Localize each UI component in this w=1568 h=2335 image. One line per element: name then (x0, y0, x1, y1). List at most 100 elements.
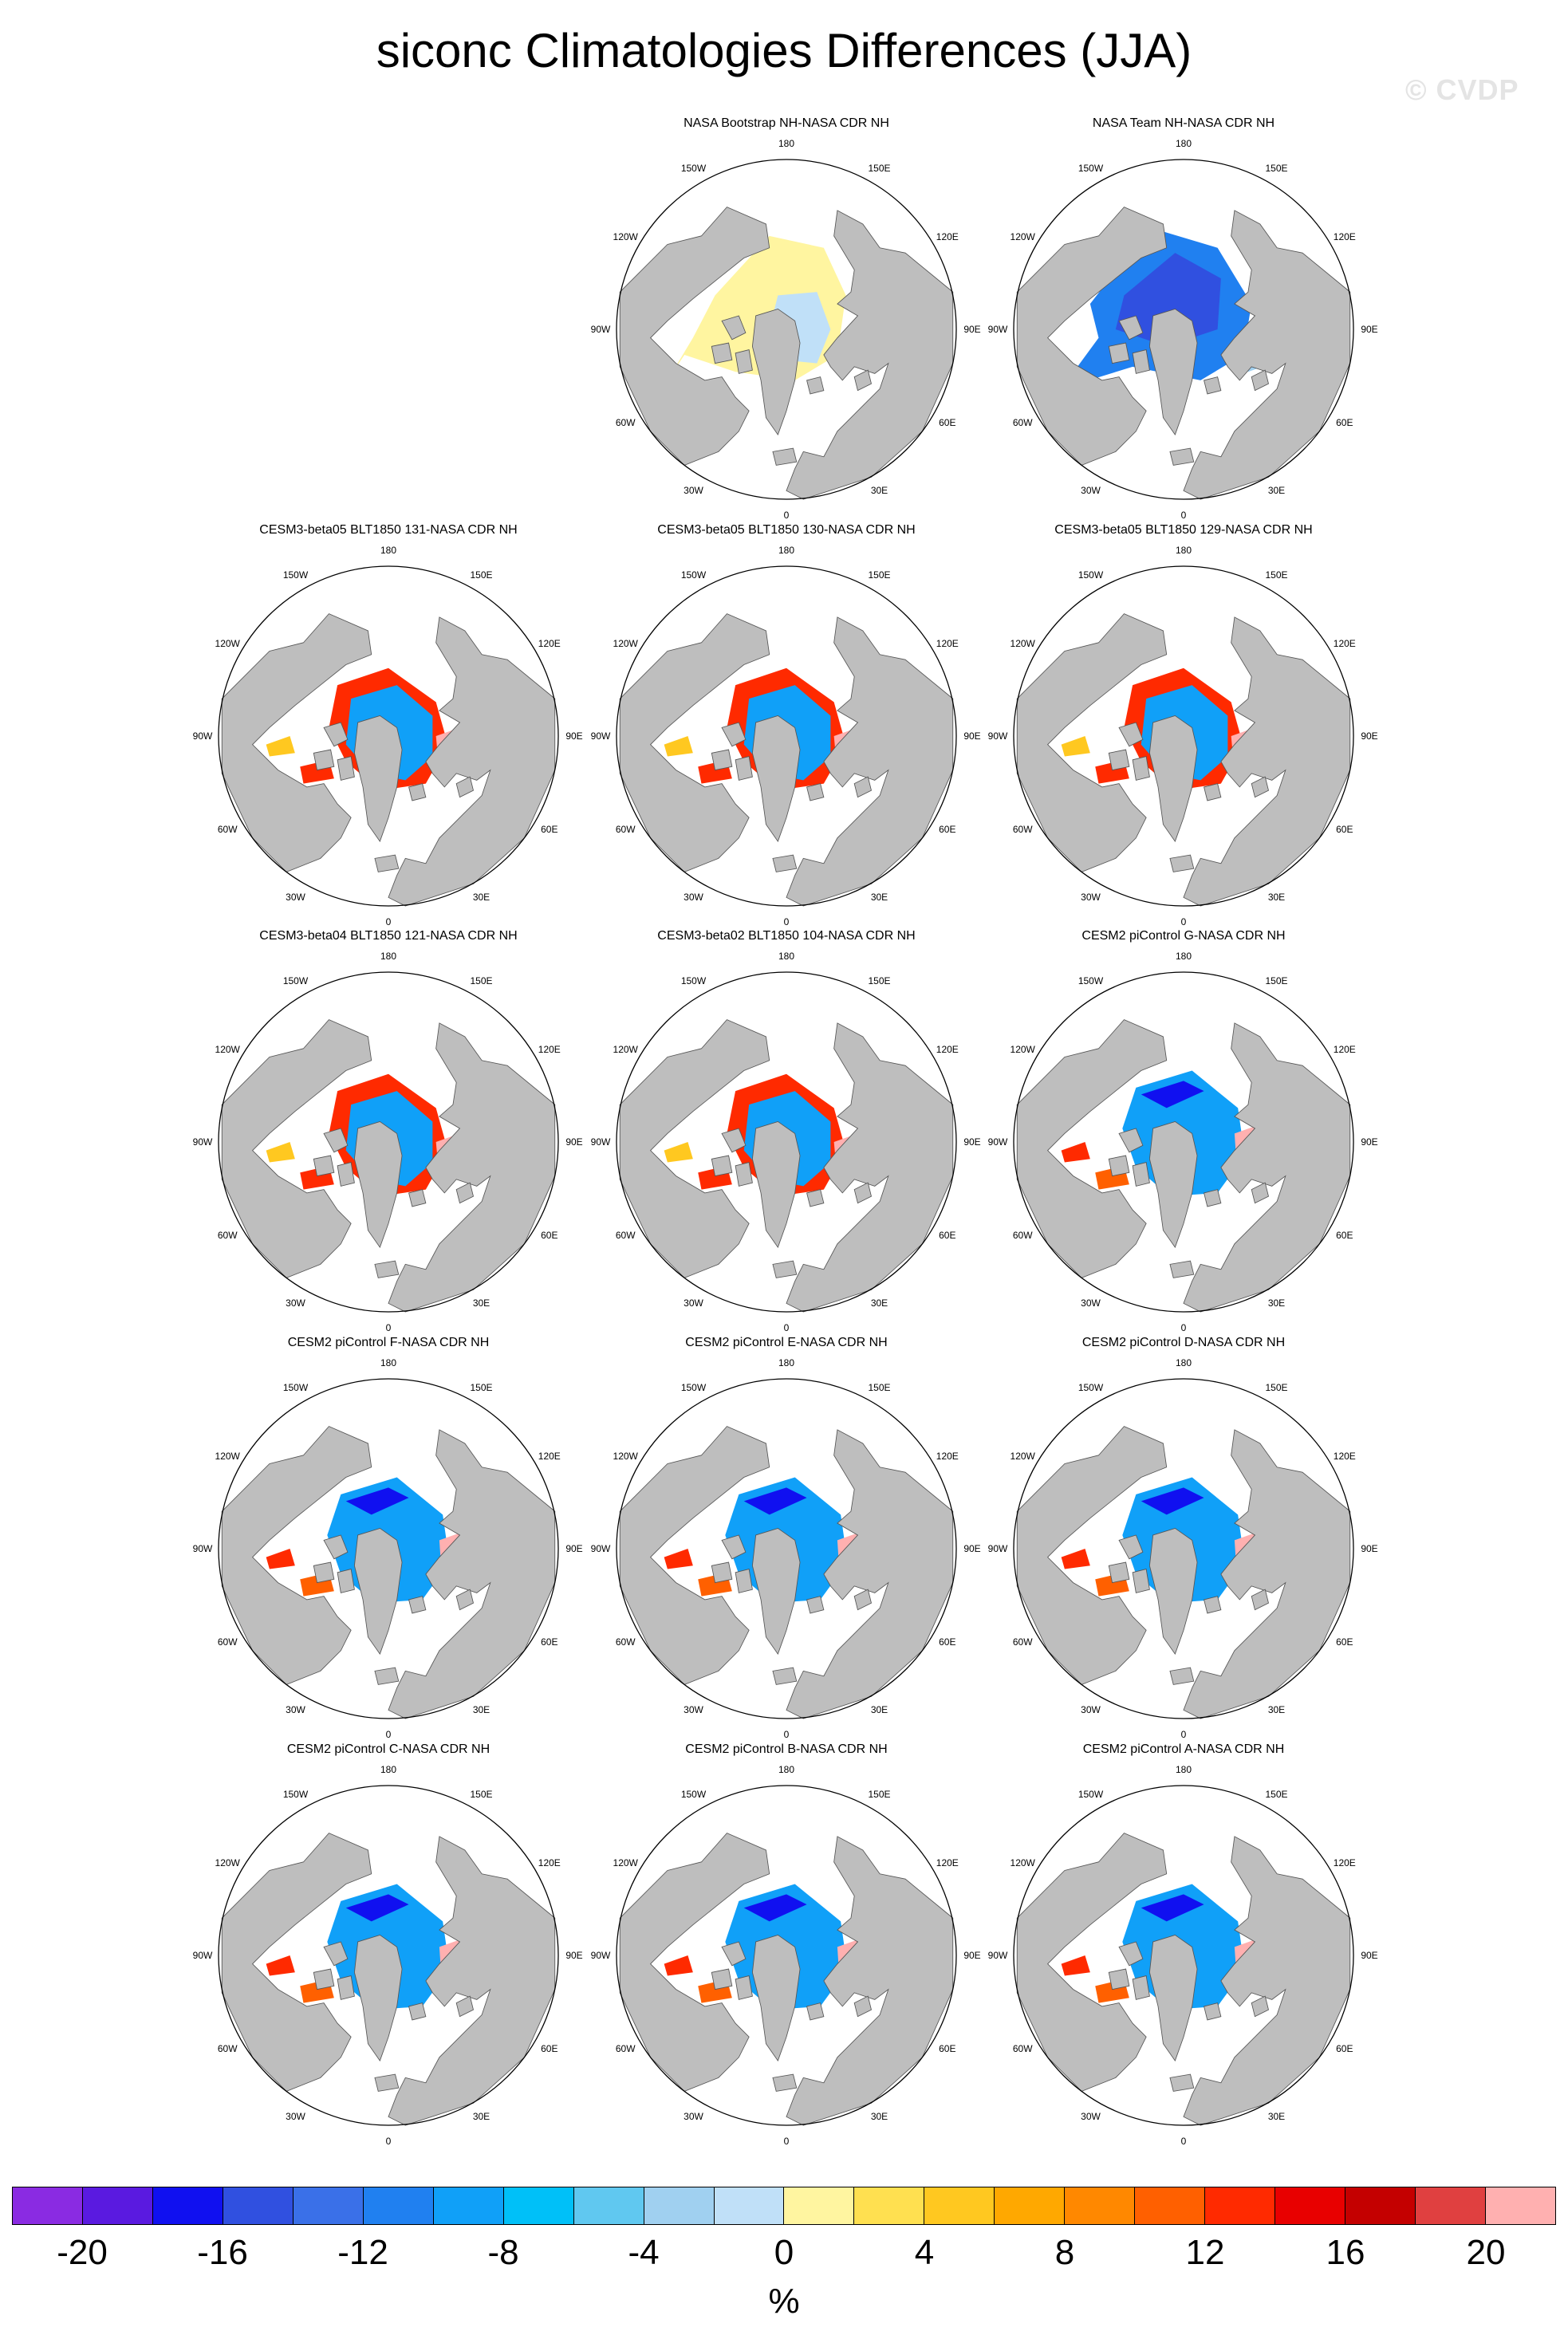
panel-title: NASA Team NH-NASA CDR NH (1092, 116, 1275, 130)
land-mass (853, 369, 872, 392)
land-mass (711, 1155, 733, 1177)
land-mass (1118, 315, 1144, 341)
longitude-label: 30W (684, 2110, 703, 2122)
land-mass (1251, 369, 1269, 392)
longitude-label: 60E (939, 1229, 956, 1241)
longitude-label: 0 (783, 1322, 790, 1333)
map-panel (218, 1378, 559, 1719)
land-mass (786, 210, 954, 500)
land-mass (1183, 616, 1351, 907)
longitude-label: 90W (192, 1136, 213, 1148)
longitude-label: 180 (380, 1357, 397, 1368)
colorbar-units: % (768, 2282, 800, 2321)
longitude-label: 30W (286, 1297, 305, 1309)
map-border (218, 1378, 559, 1719)
longitude-label: 180 (1175, 1764, 1192, 1775)
land-mass (323, 1534, 349, 1560)
longitude-label: 150W (1078, 163, 1104, 175)
map-panel (1013, 1785, 1354, 2126)
longitude-label: 120E (936, 1043, 959, 1055)
page-title: siconc Climatologies Differences (JJA) (376, 24, 1192, 77)
longitude-label: 120W (613, 230, 638, 242)
colorbar-swatch (1345, 2187, 1416, 2224)
longitude-label: 90W (590, 1136, 611, 1148)
land-mass (1016, 1426, 1168, 1685)
land-mass (853, 1182, 872, 1204)
sea-ice-difference-field (664, 1549, 693, 1569)
longitude-label: 90E (963, 730, 981, 742)
map-panel (218, 1785, 559, 2126)
map-border (1013, 971, 1354, 1313)
land-mass (1183, 1429, 1351, 1719)
longitude-label: 150W (282, 1789, 309, 1801)
land-mass (1183, 1836, 1351, 2126)
sea-ice-difference-field (1141, 1894, 1204, 1922)
longitude-label: 150W (680, 1382, 707, 1394)
longitude-label: 60W (615, 823, 636, 835)
land-mass (735, 349, 753, 374)
longitude-label: 90E (565, 1950, 583, 1961)
land-mass (313, 749, 335, 771)
land-mass (721, 722, 747, 747)
longitude-label: 30E (1267, 2110, 1286, 2122)
longitude-label: 30E (870, 891, 888, 903)
land-mass (619, 207, 770, 466)
longitude-label: 60W (615, 2042, 636, 2054)
longitude-label: 60E (1336, 2042, 1353, 2054)
longitude-label: 90W (987, 1136, 1008, 1148)
land-mass (1251, 1182, 1269, 1204)
longitude-label: 120E (1333, 1043, 1356, 1055)
panel-title: CESM2 piControl D-NASA CDR NH (1081, 1336, 1286, 1349)
land-mass (1204, 376, 1222, 395)
colorbar-swatch (573, 2187, 644, 2224)
longitude-label: 60W (615, 416, 636, 428)
land-mass (1204, 1189, 1222, 1207)
land-mass (353, 1120, 403, 1248)
longitude-label: 150W (680, 1789, 707, 1801)
colorbar-swatch (1275, 2187, 1346, 2224)
longitude-label: 60E (1336, 1229, 1353, 1241)
land-mass (619, 1833, 770, 2092)
longitude-label: 30E (1267, 484, 1286, 496)
land-mass (1016, 207, 1168, 466)
land-mass (337, 1162, 355, 1187)
land-mass (313, 1968, 335, 1990)
longitude-label: 120W (1010, 1450, 1035, 1462)
map-panel (616, 565, 957, 907)
longitude-label: 30W (1081, 484, 1101, 496)
panel-title: CESM3-beta05 BLT1850 130-NASA CDR NH (657, 523, 916, 537)
land-mass (1251, 1589, 1269, 1611)
panel-title: CESM2 piControl C-NASA CDR NH (286, 1742, 490, 1756)
colorbar-swatch (714, 2187, 785, 2224)
longitude-label: 120E (1333, 1450, 1356, 1462)
longitude-label: 180 (778, 1357, 795, 1368)
longitude-label: 60E (541, 823, 558, 835)
land-mass (751, 715, 801, 842)
colorbar-swatch (1135, 2187, 1206, 2224)
map-border (1013, 1785, 1354, 2126)
longitude-label: 60W (217, 1636, 238, 1648)
panel-title: CESM2 piControl G-NASA CDR NH (1081, 929, 1286, 943)
land-mass (388, 616, 556, 907)
map-panel (1013, 159, 1354, 500)
longitude-label: 120W (215, 1043, 240, 1055)
longitude-label: 30E (870, 1703, 888, 1715)
colorbar-tick-label: -4 (628, 2233, 660, 2272)
longitude-label: 180 (1175, 545, 1192, 556)
land-mass (408, 2002, 427, 2021)
longitude-label: 0 (783, 2136, 790, 2147)
longitude-label: 30W (684, 891, 703, 903)
longitude-label: 90W (987, 730, 1008, 742)
longitude-label: 0 (783, 510, 790, 521)
longitude-label: 150E (1265, 1789, 1288, 1801)
longitude-label: 0 (783, 1729, 790, 1740)
colorbar-swatch (1205, 2187, 1276, 2224)
land-mass (1169, 447, 1195, 466)
longitude-label: 120E (538, 637, 561, 649)
longitude-label: 180 (380, 951, 397, 962)
longitude-label: 30E (472, 1297, 490, 1309)
land-mass (323, 1128, 349, 1153)
land-mass (323, 1941, 349, 1967)
colorbar-tick-label: 4 (914, 2233, 935, 2272)
map-border (616, 1785, 957, 2126)
